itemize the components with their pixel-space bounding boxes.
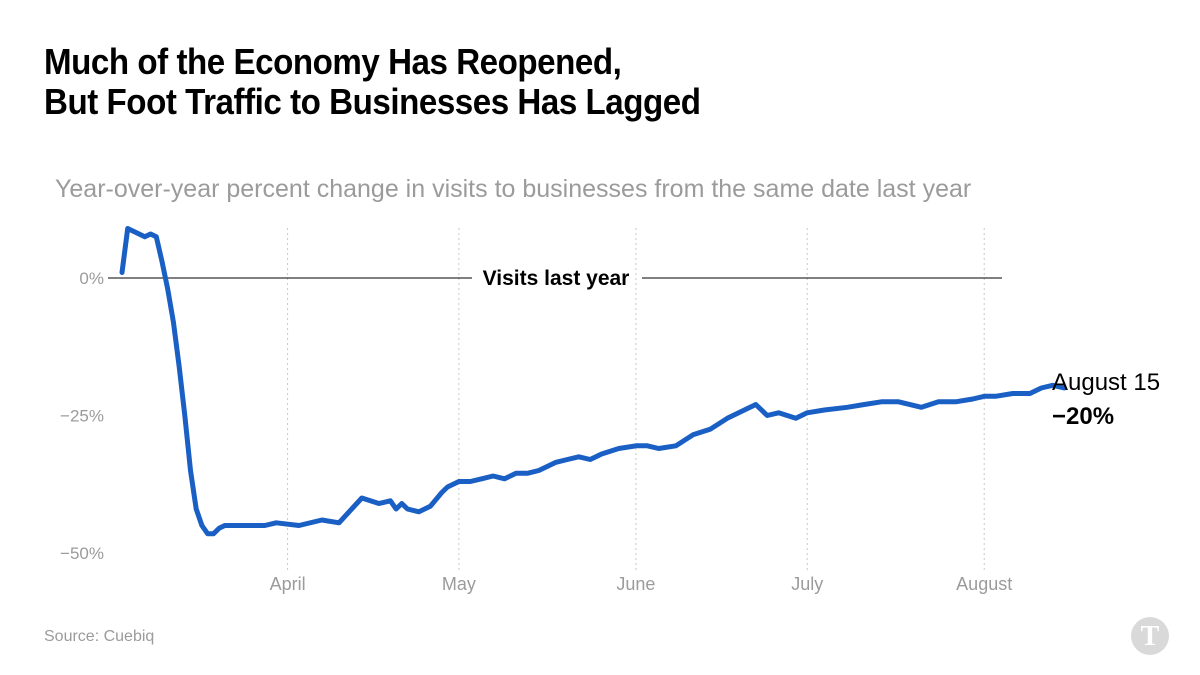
y-tick-label: −25% [60, 407, 104, 426]
x-tick-label: August [956, 574, 1012, 594]
svg-text:T: T [1141, 621, 1160, 652]
y-tick-label: −50% [60, 544, 104, 563]
x-tick-label: June [616, 574, 655, 594]
x-tick-label: May [442, 574, 476, 594]
end-annotation: August 15 −20% [1052, 369, 1160, 430]
chart-title-line-2: But Foot Traffic to Businesses Has Lagge… [44, 81, 701, 122]
y-axis-ticks: 0% −25% −50% [60, 269, 104, 563]
y-tick-label: 0% [79, 269, 104, 288]
chart-subtitle: Year-over-year percent change in visits … [55, 175, 972, 203]
end-annotation-date: August 15 [1052, 369, 1160, 396]
nyt-logo-icon: T [1131, 617, 1169, 655]
x-tick-label: April [270, 574, 306, 594]
x-axis-ticks: April May June July August [270, 574, 1013, 594]
reference-line-group: Visits last year [108, 267, 1002, 290]
source-note: Source: Cuebiq [44, 628, 155, 645]
end-annotation-value: −20% [1052, 403, 1114, 430]
series-line [119, 226, 1067, 537]
chart-title: Much of the Economy Has Reopened, But Fo… [44, 42, 701, 122]
x-tick-label: July [791, 574, 823, 594]
reference-line-label: Visits last year [483, 267, 630, 290]
chart-title-line-1: Much of the Economy Has Reopened, [44, 41, 622, 82]
x-gridlines [287, 228, 985, 572]
